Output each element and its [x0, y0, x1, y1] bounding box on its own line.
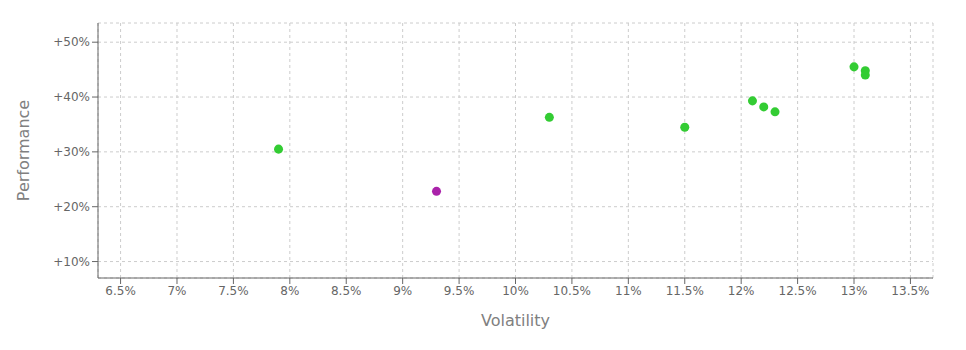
svg-text:+30%: +30% [53, 145, 90, 159]
svg-text:8.5%: 8.5% [331, 284, 362, 298]
svg-text:+40%: +40% [53, 90, 90, 104]
svg-text:Performance: Performance [14, 100, 33, 201]
svg-text:6.5%: 6.5% [105, 284, 136, 298]
svg-text:12%: 12% [728, 284, 755, 298]
svg-text:12.5%: 12.5% [779, 284, 817, 298]
svg-text:10%: 10% [502, 284, 529, 298]
svg-text:9%: 9% [393, 284, 412, 298]
svg-text:8%: 8% [280, 284, 299, 298]
svg-text:13.5%: 13.5% [891, 284, 929, 298]
svg-text:7%: 7% [167, 284, 186, 298]
svg-text:9.5%: 9.5% [444, 284, 475, 298]
svg-text:+10%: +10% [53, 255, 90, 269]
svg-text:11.5%: 11.5% [666, 284, 704, 298]
svg-text:+20%: +20% [53, 200, 90, 214]
svg-text:13%: 13% [841, 284, 868, 298]
svg-text:Volatility: Volatility [481, 311, 550, 330]
svg-text:7.5%: 7.5% [218, 284, 249, 298]
svg-text:+50%: +50% [53, 35, 90, 49]
svg-text:11%: 11% [615, 284, 642, 298]
svg-text:10.5%: 10.5% [553, 284, 591, 298]
